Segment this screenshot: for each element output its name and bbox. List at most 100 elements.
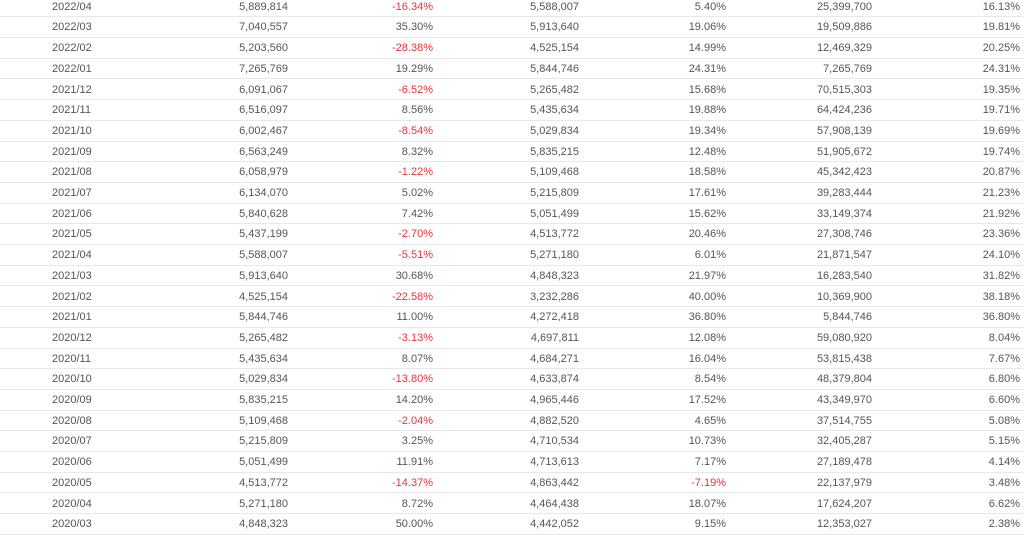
value-cell: 19.81%: [982, 21, 1020, 34]
value-cell: -14.37%: [392, 476, 433, 489]
value-cell: 32,405,287: [816, 435, 872, 448]
value-cell: 5,835,215: [239, 394, 288, 406]
value-cell: 22,137,979: [816, 476, 872, 489]
table-row: 2021/11 6,516,097 8.56% 5,435,634 19.88% 64,4…: [0, 100, 1024, 121]
value-cell: -2.04%: [398, 414, 433, 427]
table-row: 2022/04 5,889,814 -16.34% 5,588,007 5.40% 25,…: [0, 0, 1024, 18]
value-cell: 27,308,746: [816, 228, 872, 241]
table-row: 2021/07 6,134,070 5.02% 5,215,809 17.61% 39,2…: [0, 183, 1024, 204]
table-row: 2021/12 6,091,067 -6.52% 5,265,482 15.68% 70,…: [0, 80, 1024, 101]
value-cell: 24.10%: [982, 249, 1020, 262]
table-row: 2022/03 7,040,557 35.30% 5,913,640 19.06% 19,…: [0, 17, 1024, 39]
value-cell: 8.32%: [401, 145, 433, 158]
value-cell: 51,905,672: [816, 145, 872, 158]
value-cell: 4,464,438: [530, 497, 579, 510]
table-row: 2021/01 5,844,746 11.00% 4,272,418 36.80% 5,8…: [0, 307, 1024, 328]
table-row: 2022/02 5,203,560 -28.38% 4,525,154 14.99% 12…: [0, 38, 1024, 59]
value-cell: -22.58%: [392, 290, 433, 303]
value-cell: 4,710,534: [530, 435, 579, 448]
period-cell: 2021/09: [52, 145, 92, 158]
value-cell: 4,684,271: [530, 352, 579, 365]
value-cell: -1.22%: [398, 166, 433, 179]
value-cell: 5,435,634: [239, 352, 288, 365]
value-cell: -3.13%: [398, 331, 433, 344]
value-cell: 4,713,613: [530, 456, 579, 469]
value-cell: 37,514,755: [816, 414, 872, 427]
table-row: 2020/09 5,835,215 14.20% 4,965,446 17.52% 43,…: [0, 390, 1024, 411]
value-cell: 5,835,215: [530, 145, 579, 158]
period-cell: 2021/10: [52, 124, 92, 137]
value-cell: 5,588,007: [530, 0, 579, 13]
table-row: 2021/05 5,437,199 -2.70% 4,513,772 20.46% 27,…: [0, 224, 1024, 246]
value-cell: 16,283,540: [816, 269, 872, 282]
value-cell: -13.80%: [392, 373, 433, 386]
value-cell: 5,265,482: [530, 83, 579, 96]
value-cell: 4,525,154: [239, 290, 288, 303]
value-cell: 18.07%: [688, 497, 726, 510]
period-cell: 2021/02: [52, 290, 92, 303]
value-cell: 5,889,814: [239, 0, 288, 13]
value-cell: 64,424,236: [816, 104, 872, 117]
value-cell: 5,844,746: [239, 311, 288, 324]
table-row: 2021/10 6,002,467 -8.54% 5,029,834 19.34% 57,…: [0, 121, 1024, 142]
value-cell: 18.58%: [688, 166, 726, 179]
value-cell: 6,002,467: [239, 124, 288, 137]
value-cell: 38.18%: [982, 290, 1020, 303]
value-cell: 8.54%: [694, 373, 726, 386]
period-cell: 2022/03: [52, 21, 92, 34]
value-cell: 5,051,499: [530, 207, 579, 220]
value-cell: 8.72%: [401, 497, 433, 510]
value-cell: -5.51%: [398, 249, 433, 262]
value-cell: 14.99%: [688, 42, 726, 55]
value-cell: 4.14%: [988, 456, 1020, 469]
value-cell: 24.31%: [688, 62, 726, 75]
value-cell: 3.25%: [401, 435, 433, 448]
value-cell: 59,080,920: [816, 331, 872, 344]
value-cell: 36.80%: [688, 311, 726, 324]
table-row: 2021/09 6,563,249 8.32% 5,835,215 12.48% 51,9…: [0, 142, 1024, 163]
value-cell: -16.34%: [392, 0, 433, 13]
table-row: 2020/04 5,271,180 8.72% 4,464,438 18.07% 17,6…: [0, 494, 1024, 515]
value-cell: 70,515,303: [816, 83, 872, 96]
period-cell: 2020/08: [52, 414, 92, 427]
period-cell: 2021/07: [52, 187, 92, 199]
value-cell: 3.48%: [988, 476, 1020, 489]
period-cell: 2021/01: [52, 311, 92, 324]
value-cell: 21,871,547: [816, 249, 872, 262]
table-row: 2020/07 5,215,809 3.25% 4,710,534 10.73% 32,4…: [0, 431, 1024, 453]
value-cell: 27,189,478: [816, 456, 872, 469]
value-cell: 16.04%: [688, 352, 726, 365]
value-cell: 4,697,811: [530, 331, 579, 344]
value-cell: 24.31%: [982, 62, 1020, 75]
value-cell: -7.19%: [691, 476, 726, 489]
value-cell: -6.52%: [398, 83, 433, 96]
table-row: 2020/12 5,265,482 -3.13% 4,697,811 12.08% 59,…: [0, 328, 1024, 349]
value-cell: 16.13%: [982, 0, 1020, 13]
value-cell: 5.40%: [694, 0, 726, 13]
value-cell: 5,437,199: [239, 228, 288, 241]
value-cell: 50.00%: [395, 518, 433, 531]
value-cell: 7.42%: [401, 207, 433, 220]
value-cell: 5,215,809: [530, 187, 579, 199]
value-cell: 19.88%: [688, 104, 726, 117]
period-cell: 2020/04: [52, 497, 92, 510]
value-cell: 35.30%: [395, 21, 433, 34]
value-cell: 7,265,769: [823, 62, 872, 75]
value-cell: 5,109,468: [530, 166, 579, 179]
value-cell: -8.54%: [398, 124, 433, 137]
value-cell: -2.70%: [398, 228, 433, 241]
table-row: 2021/06 5,840,628 7.42% 5,051,499 15.62% 33,1…: [0, 204, 1024, 225]
value-cell: 36.80%: [982, 311, 1020, 324]
value-cell: 5.15%: [988, 435, 1020, 448]
period-cell: 2020/12: [52, 331, 92, 344]
value-cell: 19.71%: [982, 104, 1020, 117]
period-cell: 2020/03: [52, 518, 92, 531]
value-cell: 7,040,557: [239, 21, 288, 34]
table-row: 2020/08 5,109,468 -2.04% 4,882,520 4.65% 37,5…: [0, 411, 1024, 432]
value-cell: 4,513,772: [239, 476, 288, 489]
value-cell: 6,516,097: [239, 104, 288, 117]
value-cell: 21.23%: [982, 187, 1020, 199]
value-cell: 12,353,027: [816, 518, 872, 531]
value-cell: 23.36%: [982, 228, 1020, 241]
period-cell: 2021/04: [52, 249, 92, 262]
